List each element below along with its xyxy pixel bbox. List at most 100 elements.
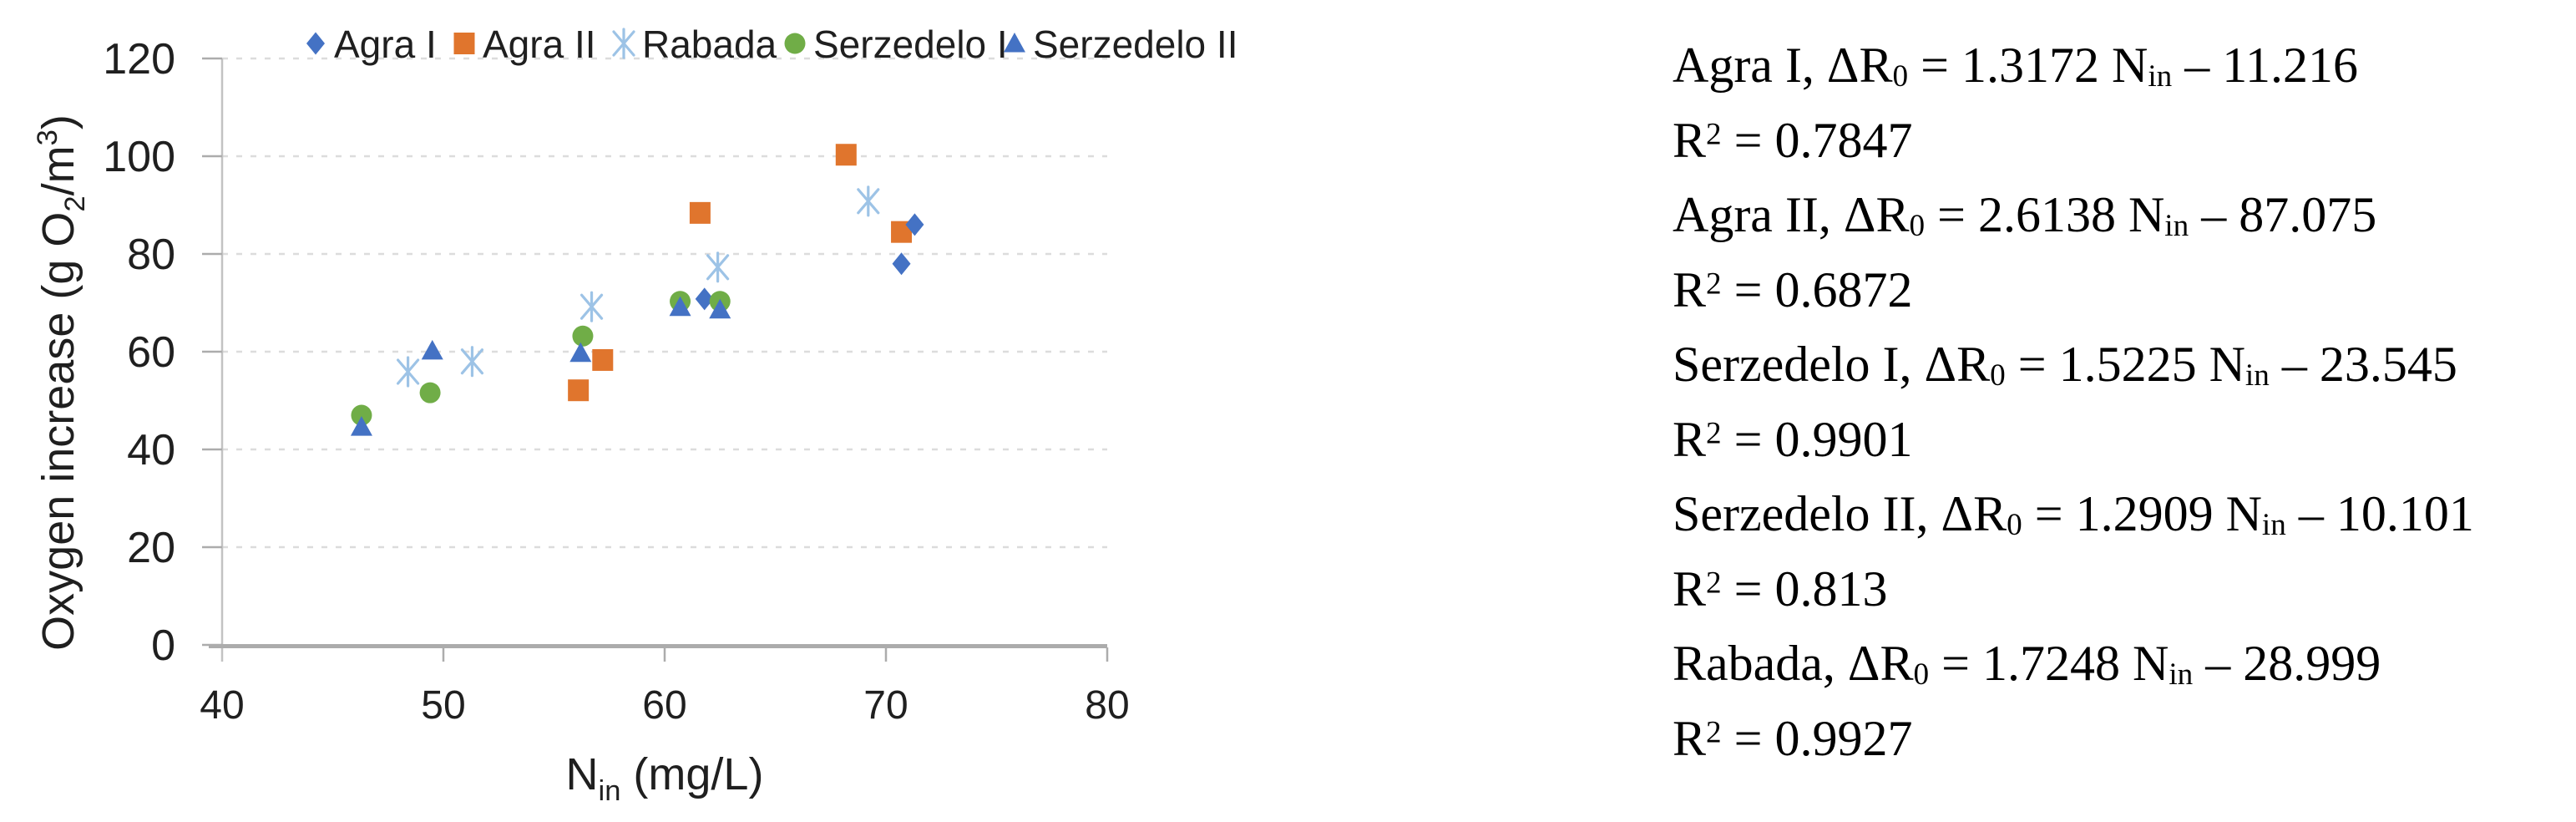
y-axis-tick-label: 120 (103, 35, 175, 84)
data-point-circle (351, 404, 372, 426)
comma: , (1899, 337, 1912, 392)
legend-label: Rabada (642, 23, 777, 66)
asterisk-stroke (857, 188, 880, 215)
delta-r-symbol: ΔR (1826, 38, 1893, 93)
asterisk-stroke (460, 348, 484, 375)
equation-line: Rabada, ΔR0 = 1.7248 Nin – 28.999 (1673, 627, 2474, 702)
scatter-chart: 0 20 40 60 80 100 120 40 50 60 70 80 Nin (mg/L) Oxyge… (32, 23, 1237, 807)
axis-title-sub: in (599, 775, 621, 807)
r-squared-value: 0.9901 (1774, 411, 1913, 467)
legend-marker-asterisk-icon (612, 28, 635, 59)
delta-r-subscript: 0 (2007, 508, 2022, 543)
equation-series-name: Agra II (1673, 187, 1819, 242)
intercept-value: 87.075 (2239, 187, 2377, 242)
delta-r-symbol: ΔR (1941, 486, 2007, 541)
y-axis-tick-label: 60 (127, 328, 175, 377)
legend-label: Serzedelo I (813, 23, 1008, 66)
legend-label: Serzedelo II (1033, 23, 1237, 66)
y-axis-tick-label: 20 (127, 524, 175, 572)
legend-item-agra-ii: Agra II (453, 23, 596, 66)
legend-marker-diamond-icon (306, 32, 325, 55)
axis-title-sub: 2 (59, 195, 91, 211)
data-point-asterisk (706, 251, 730, 283)
delta-r-subscript: 0 (1909, 209, 1926, 244)
data-point-circle (572, 325, 594, 347)
r-squared-line: R2 = 0.813 (1673, 552, 2474, 627)
data-point-triangle (669, 296, 691, 317)
data-point-asterisk (857, 185, 880, 217)
r-squared-line: R2 = 0.6872 (1673, 253, 2474, 328)
r-squared-line: R2 = 0.9901 (1673, 403, 2474, 478)
slope-value: 1.5225 (2058, 337, 2197, 392)
y-axis-tick-label: 40 (127, 426, 175, 474)
minus-sign: – (2184, 38, 2210, 93)
axes (202, 57, 1109, 662)
equals-sign: = (1733, 411, 1763, 467)
delta-r-symbol: ΔR (1843, 187, 1910, 242)
y-axis-title: Oxygen increase (g O2/m3) (32, 114, 91, 651)
r-symbol: R (1673, 411, 1707, 467)
x-axis-tick-label: 80 (1085, 683, 1129, 728)
intercept-value: 23.545 (2319, 337, 2457, 392)
x-axis-title: Nin (mg/L) (566, 749, 764, 807)
comma: , (1801, 38, 1814, 93)
legend-label: Agra I (334, 23, 437, 66)
equals-sign: = (1941, 636, 1970, 691)
r-superscript: 2 (1706, 565, 1722, 600)
r-squared-line: R2 = 0.7847 (1673, 104, 2474, 179)
intercept-value: 28.999 (2243, 636, 2381, 691)
r-squared-value: 0.6872 (1774, 261, 1913, 317)
n-subscript: in (2169, 657, 2194, 693)
legend: Agra I Agra II Rabada Serzedelo I Serzedelo … (306, 23, 1237, 66)
n-subscript: in (2148, 59, 2173, 94)
n-symbol: N (2132, 636, 2169, 691)
slope-value: 1.2909 (2075, 486, 2214, 541)
slope-value: 1.7248 (1981, 636, 2120, 691)
intercept-value: 11.216 (2222, 38, 2359, 93)
minus-sign: – (2298, 486, 2324, 541)
r-symbol: R (1673, 261, 1707, 317)
legend-item-agra-i: Agra I (306, 23, 437, 66)
data-point-square (568, 379, 590, 402)
equals-sign: = (2017, 337, 2047, 392)
data-point-triangle (350, 416, 372, 436)
legend-item-serzedelo-ii: Serzedelo II (1004, 23, 1237, 66)
legend-marker-circle-icon (784, 33, 806, 54)
slope-value: 1.3172 (1961, 38, 2099, 93)
data-point-square (592, 348, 614, 371)
y-axis-tick-label: 0 (151, 622, 175, 670)
comma: , (1822, 636, 1835, 691)
data-point-diamond (695, 287, 714, 311)
r-superscript: 2 (1706, 415, 1722, 450)
data-point-asterisk (460, 346, 484, 378)
equation-line: Agra II, ΔR0 = 2.6138 Nin – 87.075 (1673, 178, 2474, 253)
data-point-square (835, 144, 857, 166)
data-point-triangle (569, 342, 592, 363)
data-point-triangle (709, 298, 731, 319)
y-axis-tick-label: 100 (103, 133, 175, 181)
intercept-value: 10.101 (2336, 486, 2474, 541)
n-symbol: N (2225, 486, 2262, 541)
x-axis-tick-label: 70 (863, 683, 908, 728)
axis-title-text: N (566, 749, 599, 799)
delta-r-symbol: ΔR (1924, 337, 1991, 392)
equation-series-name: Serzedelo II (1673, 486, 1916, 541)
legend-marker-triangle-icon (1004, 33, 1025, 53)
n-symbol: N (2111, 38, 2148, 93)
equation-line: Serzedelo II, ΔR0 = 1.2909 Nin – 10.101 (1673, 477, 2474, 552)
r-superscript: 2 (1706, 116, 1722, 151)
axis-title-sup: 3 (32, 129, 63, 145)
equals-sign: = (2034, 486, 2063, 541)
equals-sign: = (1921, 38, 1949, 93)
data-point-square (689, 201, 711, 224)
equation-series-name: Serzedelo I (1673, 337, 1900, 392)
series-rabada (397, 185, 880, 388)
regression-equations-block: Agra I, ΔR0 = 1.3172 Nin – 11.216 R2 = 0.… (1673, 28, 2474, 776)
minus-sign: – (2281, 337, 2307, 392)
series-agra-ii (568, 144, 913, 402)
data-point-asterisk (397, 356, 420, 388)
asterisk-stroke (397, 358, 420, 385)
equation-series-name: Rabada (1673, 636, 1823, 691)
y-axis-tick-label: 80 (127, 231, 175, 279)
r-squared-line: R2 = 0.9927 (1673, 702, 2474, 777)
